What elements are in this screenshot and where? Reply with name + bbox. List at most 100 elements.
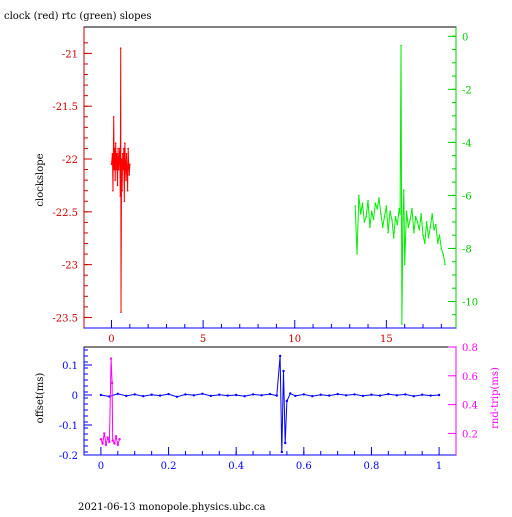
data-point-rtc	[442, 252, 444, 255]
top-y-tick-label-0: -21	[62, 49, 78, 60]
data-point-offset	[361, 394, 365, 398]
data-point-rtc	[394, 215, 397, 218]
data-point-offset	[125, 394, 128, 398]
data-point-clock	[121, 189, 123, 192]
data-point-clock	[126, 168, 128, 171]
data-point-offset	[275, 394, 278, 397]
top-y-tick-label-1: -21.5	[52, 102, 78, 113]
data-point-rtc	[380, 213, 382, 215]
data-point-rtc	[400, 44, 402, 47]
data-point-rtc	[402, 218, 404, 221]
data-point-round-trip	[113, 442, 116, 445]
offset-chart: 0 0.2 0.4 0.6 0.8 1 0.1 0 -0.1 -0.2 0.8 0.6 0.4 0.2	[59, 343, 478, 472]
data-point-rtc	[418, 229, 421, 231]
data-point-offset	[311, 395, 314, 398]
top-y-tick-label-4: -23	[62, 261, 78, 272]
bottom-x-tick-label-0: 0	[98, 461, 104, 472]
data-point-offset	[285, 399, 289, 403]
data-point-clock	[115, 168, 118, 171]
top-ylabel: clockslope	[35, 153, 46, 206]
bottom-y-tick-label-3: -0.2	[59, 451, 78, 462]
data-point-offset	[260, 394, 263, 397]
data-point-rtc	[391, 218, 393, 221]
data-point-round-trip	[110, 381, 114, 385]
top-y2-tick-label-2: -4	[462, 138, 472, 149]
data-point-rtc	[433, 229, 435, 231]
data-point-rtc	[385, 205, 388, 207]
data-point-offset	[387, 392, 390, 396]
data-point-offset	[282, 369, 285, 373]
data-point-clock	[116, 158, 118, 160]
data-point-offset	[378, 394, 382, 397]
data-point-clock	[114, 142, 117, 144]
data-point-offset	[184, 393, 187, 396]
data-point-clock	[124, 142, 126, 144]
data-point-round-trip	[99, 437, 103, 441]
data-point-clock	[121, 152, 124, 155]
data-point-offset	[218, 393, 221, 396]
data-point-round-trip	[106, 436, 109, 439]
data-point-rtc	[387, 231, 389, 234]
bottom-y-tick-label-2: -0.1	[59, 421, 78, 432]
footer-caption: 2021-06-13 monopole.physics.ubc.ca	[78, 502, 265, 512]
data-point-offset	[116, 392, 120, 395]
series-line-offset	[100, 355, 440, 453]
data-point-rtc	[422, 234, 424, 236]
data-point-rtc	[407, 226, 410, 229]
data-point-offset	[395, 394, 399, 397]
data-point-rtc	[367, 199, 369, 202]
data-point-offset	[133, 393, 136, 396]
data-point-rtc	[440, 247, 443, 250]
data-point-rtc	[392, 237, 395, 239]
data-point-rtc	[372, 218, 375, 221]
data-point-rtc	[414, 215, 417, 218]
data-point-rtc	[436, 242, 439, 244]
data-point-rtc	[409, 218, 411, 221]
data-point-rtc	[358, 194, 360, 197]
data-point-offset	[251, 393, 255, 396]
data-point-offset	[141, 395, 145, 398]
top-y2-tick-label-4: -8	[462, 244, 472, 255]
data-point-offset	[280, 450, 284, 454]
data-point-clock	[119, 195, 122, 197]
data-point-offset	[327, 394, 331, 397]
bottom-ylabel: offset(ms)	[35, 373, 46, 424]
data-point-rtc	[376, 207, 379, 210]
data-point-rtc	[383, 215, 386, 218]
data-point-offset	[268, 392, 272, 396]
data-point-clock	[116, 184, 119, 187]
data-point-offset	[353, 393, 356, 396]
data-point-rtc	[402, 189, 405, 191]
data-point-clock	[113, 168, 116, 171]
bottom-y-tick-label-0: 0.1	[62, 361, 78, 372]
data-point-offset	[412, 395, 415, 398]
chart-title: clock (red) rtc (green) slopes	[4, 11, 152, 22]
data-point-round-trip	[104, 443, 108, 447]
data-point-rtc	[381, 226, 384, 229]
data-point-offset	[420, 393, 424, 396]
data-point-rtc	[420, 213, 422, 215]
data-point-round-trip	[101, 442, 104, 445]
data-point-offset	[243, 395, 246, 398]
data-point-offset	[404, 393, 407, 396]
top-y-tick-label-2: -22	[62, 155, 78, 166]
bottom-x-tick-label-5: 1	[436, 461, 442, 472]
data-point-clock	[128, 174, 131, 176]
top-x-tick-label-3: 15	[380, 334, 393, 345]
data-point-offset	[167, 392, 170, 396]
data-point-offset	[226, 394, 229, 397]
data-point-offset	[289, 392, 292, 395]
data-point-rtc	[365, 215, 368, 218]
top-y2-tick-label-5: -10	[462, 297, 478, 308]
data-point-rtc	[378, 197, 380, 199]
data-point-offset	[437, 393, 441, 397]
data-point-rtc	[405, 210, 408, 213]
data-point-clock	[111, 152, 114, 155]
data-point-rtc	[444, 263, 446, 266]
data-point-clock	[126, 189, 129, 192]
data-point-rtc	[401, 323, 403, 325]
bottom-x-tick-label-2: 0.4	[228, 461, 244, 472]
top-y2-tick-label-1: -2	[462, 85, 472, 96]
data-point-rtc	[438, 234, 441, 236]
